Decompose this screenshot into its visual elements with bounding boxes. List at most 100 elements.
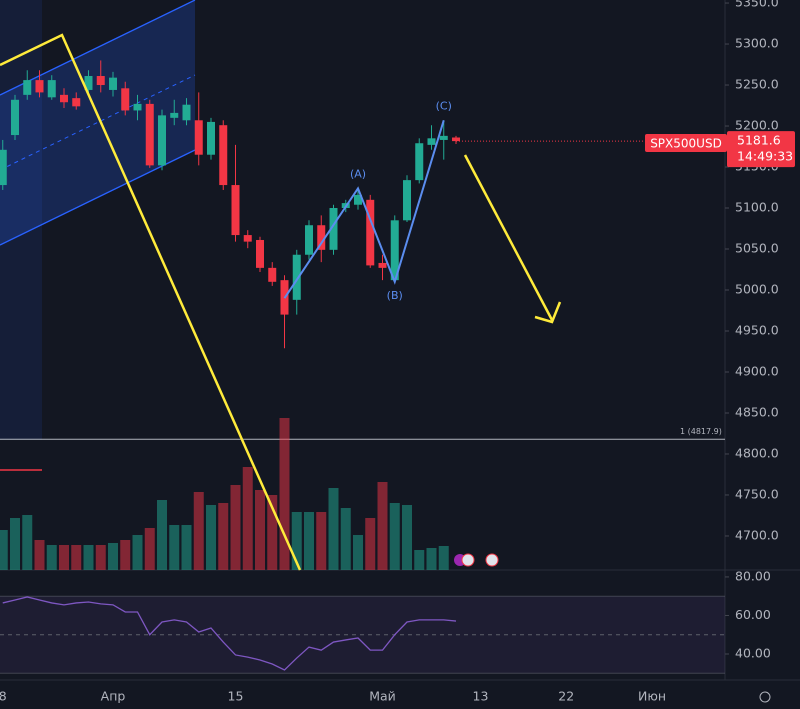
volume-bar: [193, 492, 204, 570]
y-tick-label: 5100.0: [735, 200, 779, 215]
y-tick-label: 4950.0: [735, 322, 779, 337]
volume-bar: [304, 512, 314, 570]
arrow-drawing: [463, 154, 554, 321]
volume-bar: [426, 548, 437, 570]
x-tick-label: Май: [369, 689, 396, 704]
candle-body: [427, 138, 436, 145]
symbol-badge: [645, 134, 727, 152]
volume-bar: [328, 488, 339, 570]
candle-body: [452, 137, 460, 142]
volume-bar: [218, 503, 229, 570]
x-tick-label: 22: [558, 689, 574, 704]
event-icon[interactable]: [485, 553, 499, 567]
x-tick-label: 8: [0, 689, 7, 704]
candle-body: [72, 98, 81, 107]
candle-body: [121, 88, 130, 111]
candle-body: [317, 225, 326, 250]
volume-bar: [340, 508, 351, 570]
volume-bar: [120, 540, 131, 570]
volume-bar: [316, 512, 327, 570]
last-price-badge: [727, 131, 795, 168]
candle-body: [207, 121, 215, 155]
y-tick-label: 5050.0: [735, 241, 779, 256]
rsi-line: [2, 596, 457, 671]
y-tick-label: 4850.0: [735, 404, 779, 419]
candle-body: [439, 135, 448, 140]
volume-bar: [255, 490, 265, 570]
candle-body: [0, 149, 7, 186]
volume-bar: [242, 467, 253, 570]
volume-bar: [157, 500, 167, 570]
candle-body: [182, 104, 191, 121]
candle-body: [415, 143, 424, 181]
candle-body: [170, 112, 179, 118]
candle-body: [366, 199, 375, 266]
candle-body: [354, 194, 362, 205]
x-tick-label: Июн: [638, 689, 666, 704]
volume-bar: [46, 545, 57, 570]
x-tick-label: 13: [473, 689, 489, 704]
candle-body: [11, 99, 19, 136]
candle-body: [243, 235, 252, 242]
channel-fill: [0, 0, 195, 245]
candle-body: [109, 77, 117, 90]
candle-body: [145, 103, 154, 166]
rsi-tick-label: 40.00: [735, 645, 771, 660]
volume-bar: [132, 535, 143, 570]
wave-label: (B): [387, 289, 403, 302]
volume-bar: [267, 495, 278, 570]
volume-bar: [71, 545, 82, 570]
y-tick-label: 4750.0: [735, 486, 779, 501]
candle-body: [194, 120, 203, 155]
y-tick-label: 5300.0: [735, 36, 779, 51]
volume-bar: [108, 543, 118, 570]
candle-body: [231, 185, 240, 236]
volume-bar: [83, 545, 94, 570]
x-tick-label: Апр: [101, 689, 126, 704]
volume-bar: [144, 528, 155, 570]
volume-bar: [414, 550, 425, 570]
volume-bar: [181, 525, 192, 570]
candle-body: [47, 80, 56, 98]
volume-bar: [206, 505, 216, 570]
volume-bar: [377, 482, 388, 570]
candle-body: [305, 225, 313, 255]
volume-bar: [22, 515, 33, 570]
candle-body: [329, 208, 338, 250]
volume-bar: [0, 530, 8, 570]
last-price-label: 5181.6: [737, 133, 781, 148]
y-tick-label: 4700.0: [735, 527, 779, 542]
volume-bar: [95, 545, 106, 570]
event-icon[interactable]: [461, 553, 475, 567]
volume-bar: [438, 546, 449, 570]
candle-body: [378, 262, 387, 268]
volume-bar: [34, 540, 45, 570]
x-tick-label: 15: [228, 689, 244, 704]
candle-body: [133, 103, 142, 111]
y-tick-label: 5000.0: [735, 282, 779, 297]
wave-label: (C): [436, 99, 452, 112]
candle-body: [268, 267, 277, 282]
candle-body: [35, 80, 44, 93]
horizontal-line-label: 1 (4817.9): [680, 427, 722, 436]
candle-body: [219, 125, 228, 186]
candle-body: [256, 239, 264, 268]
volume-bar: [291, 512, 302, 570]
volume-bar: [389, 503, 400, 570]
y-tick-label: 5250.0: [735, 77, 779, 92]
wave-label: (A): [350, 167, 366, 180]
volume-bar: [279, 418, 290, 570]
volume-bar: [59, 545, 69, 570]
y-tick-label: 4800.0: [735, 445, 779, 460]
y-tick-label: 5200.0: [735, 118, 779, 133]
candle-body: [60, 94, 68, 103]
candle-body: [158, 115, 166, 166]
volume-bar: [10, 518, 20, 570]
trend-drawing: [0, 33, 302, 571]
rsi-tick-label: 80.00: [735, 568, 771, 583]
wave-line: [283, 119, 445, 299]
y-tick-label: 5350.0: [735, 0, 779, 10]
settings-icon[interactable]: [759, 691, 771, 703]
